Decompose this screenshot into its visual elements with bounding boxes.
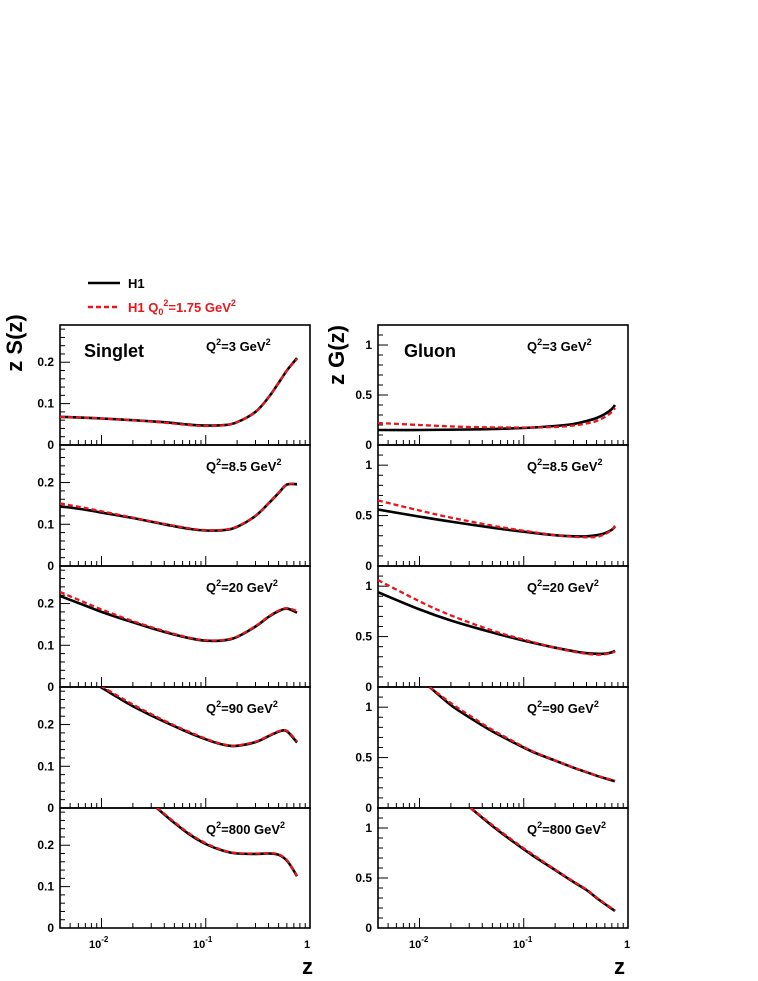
- y-tick-label: 1: [365, 821, 372, 835]
- y-tick-label: 0.5: [355, 871, 372, 885]
- ylabel-singlet: z S(z): [2, 314, 27, 371]
- y-tick-label: 0: [47, 680, 54, 694]
- q2-label: Q2=20 GeV2: [206, 578, 278, 595]
- series-line-h1-q0: [100, 687, 298, 747]
- y-tick-label: 0.5: [355, 509, 372, 523]
- y-tick-label: 0.2: [37, 597, 54, 611]
- series-line-h1: [60, 594, 298, 643]
- panel-singlet-0: 0 0.1 0.2 Q2=3 GeV2: [37, 324, 311, 452]
- y-tick-label: 0.2: [37, 838, 54, 852]
- xtick-label: 1: [304, 939, 310, 951]
- y-tick-label: 0: [365, 801, 372, 815]
- xtick-label: 1: [624, 939, 630, 951]
- q2-label: Q2=800 GeV2: [527, 820, 606, 837]
- xtick-labels-right: 10-2 10-1 1: [409, 935, 630, 951]
- y-tick-label: 0: [365, 921, 372, 935]
- legend-label-h1-q0: H1 Q02=1.75 GeV2: [128, 298, 236, 317]
- y-tick-label: 0: [365, 559, 372, 573]
- q2-label: Q2=20 GeV2: [527, 578, 599, 595]
- panels: 0 0.1 0.2 Q2=3 GeV2 0 0.1 0.2 Q2=8.5 GeV2 0 0.1 0.…: [37, 324, 629, 935]
- q2-label: Q2=800 GeV2: [206, 820, 285, 837]
- y-tick-label: 0.1: [37, 517, 54, 531]
- xtick-label: 10-2: [409, 935, 429, 951]
- series-line-h1-q0: [378, 499, 616, 539]
- series-line-h1-q0: [378, 579, 616, 656]
- panel-gluon-2: 0 0.5 1 Q2=20 GeV2: [355, 565, 629, 694]
- y-tick-label: 0: [47, 559, 54, 573]
- xlabel-left: z: [302, 954, 313, 979]
- q2-label: Q2=8.5 GeV2: [206, 457, 281, 474]
- y-tick-label: 0: [365, 680, 372, 694]
- series-line-h1: [60, 482, 298, 532]
- q2-label: Q2=3 GeV2: [527, 337, 592, 354]
- y-tick-label: 1: [365, 579, 372, 593]
- series-line-h1-q0: [378, 407, 616, 429]
- legend-label-h1: H1: [128, 276, 145, 291]
- ylabel-gluon: z G(z): [324, 325, 349, 385]
- panel-gluon-0: 0 0.5 1 Q2=3 GeV2: [355, 324, 629, 452]
- y-tick-label: 0.5: [355, 388, 372, 402]
- y-tick-label: 0: [47, 801, 54, 815]
- xtick-label: 10-1: [193, 935, 213, 951]
- y-tick-label: 1: [365, 338, 372, 352]
- series-line-h1: [378, 508, 616, 538]
- series-line-h1: [378, 591, 616, 656]
- y-tick-label: 0: [47, 921, 54, 935]
- series-line-h1: [60, 357, 299, 427]
- y-tick-label: 0: [47, 438, 54, 452]
- series-line-h1-q0: [60, 358, 298, 428]
- y-tick-label: 0.2: [37, 476, 54, 490]
- panel-gluon-3: 0 0.5 1 Q2=90 GeV2: [355, 686, 629, 815]
- y-tick-label: 0.1: [37, 880, 54, 894]
- y-tick-label: 0.1: [37, 759, 54, 773]
- y-tick-label: 1: [365, 700, 372, 714]
- legend: H1 H1 Q02=1.75 GeV2: [88, 276, 236, 317]
- panel-frame: [59, 807, 311, 929]
- y-tick-label: 0.1: [37, 638, 54, 652]
- y-tick-label: 0.5: [355, 630, 372, 644]
- xtick-label: 10-2: [89, 935, 109, 951]
- q2-label: Q2=8.5 GeV2: [527, 457, 602, 474]
- panel-singlet-1: 0 0.1 0.2 Q2=8.5 GeV2: [37, 444, 311, 573]
- y-tick-label: 0.2: [37, 355, 54, 369]
- q2-label: Q2=90 GeV2: [206, 699, 278, 716]
- series-line-h1: [99, 687, 298, 748]
- series-line-h1: [378, 404, 617, 432]
- y-tick-label: 0: [365, 438, 372, 452]
- panel-singlet-4: 0 0.1 0.2 Q2=800 GeV2: [37, 807, 311, 935]
- series-line-h1: [156, 808, 299, 877]
- series-line-h1: [428, 687, 616, 783]
- series-line-h1-q0: [156, 808, 299, 877]
- y-tick-label: 0.1: [37, 397, 54, 411]
- panel-name-gluon: Gluon: [404, 341, 456, 361]
- series-line-h1-q0: [60, 590, 298, 642]
- q2-label: Q2=3 GeV2: [206, 337, 271, 354]
- series-line-h1-q0: [469, 808, 616, 912]
- panel-gluon-4: 0 0.5 1 Q2=800 GeV2: [355, 807, 629, 935]
- y-tick-label: 0.5: [355, 751, 372, 765]
- xtick-label: 10-1: [513, 935, 533, 951]
- panel-singlet-2: 0 0.1 0.2 Q2=20 GeV2: [37, 565, 311, 694]
- xlabel-right: z: [614, 954, 625, 979]
- xtick-labels-left: 10-2 10-1 1: [89, 935, 310, 951]
- q2-label: Q2=90 GeV2: [527, 699, 599, 716]
- y-tick-label: 1: [365, 458, 372, 472]
- panel-name-singlet: Singlet: [84, 341, 144, 361]
- series-line-h1-q0: [60, 482, 298, 532]
- y-tick-label: 0.2: [37, 718, 54, 732]
- panel-singlet-3: 0 0.1 0.2 Q2=90 GeV2: [37, 686, 311, 815]
- panel-gluon-1: 0 0.5 1 Q2=8.5 GeV2: [355, 444, 629, 573]
